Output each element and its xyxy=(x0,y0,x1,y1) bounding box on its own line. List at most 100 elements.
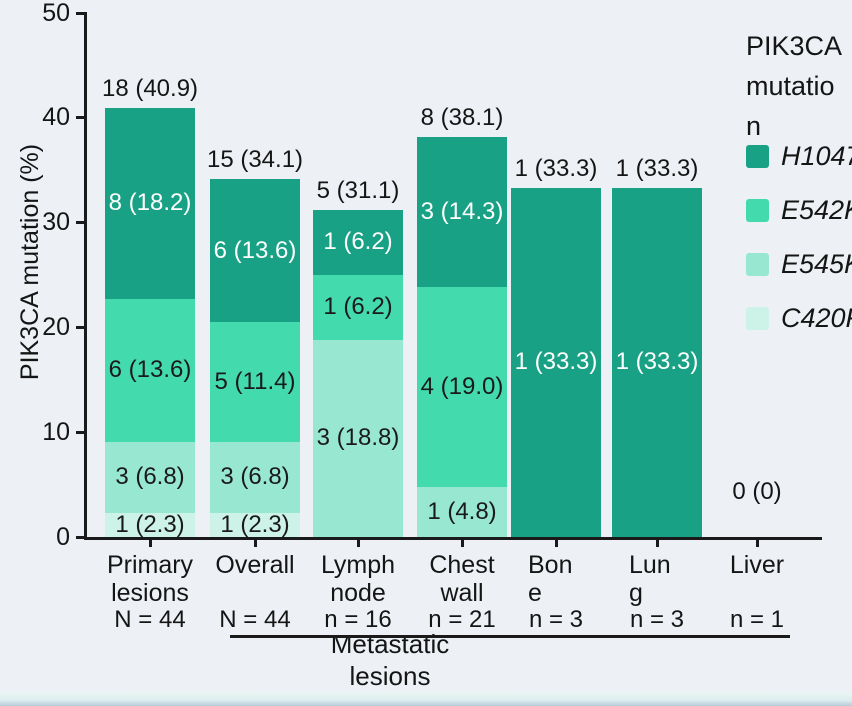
category-count: n = 1 xyxy=(729,606,785,633)
category-count: n = 3 xyxy=(629,606,685,633)
bar-segment: 8 (18.2) xyxy=(105,107,195,299)
legend-swatch xyxy=(746,307,769,330)
category-count: n = 21 xyxy=(428,606,496,633)
bar-total-label: 5 (31.1) xyxy=(316,176,400,204)
y-tick xyxy=(76,431,86,435)
x-tick xyxy=(357,540,360,547)
category-label-line: Liver xyxy=(729,551,785,579)
bar-total-label: 18 (40.9) xyxy=(101,74,199,102)
group-label-line: lesions xyxy=(349,661,431,691)
segment-label: 1 (33.3) xyxy=(514,348,598,376)
segment-label: 3 (6.8) xyxy=(115,463,185,491)
segment-label: 6 (13.6) xyxy=(213,236,297,264)
y-tick xyxy=(76,11,86,15)
y-tick-label: 10 xyxy=(42,418,70,447)
category-label-line: node xyxy=(330,579,386,607)
category-label-line: wall xyxy=(440,579,484,607)
bar-segment: 1 (2.3) xyxy=(105,510,195,538)
category-label: Chest wall xyxy=(392,551,532,607)
group-label-line: Metastatic xyxy=(330,629,450,659)
bar-segment: 5 (11.4) xyxy=(210,321,300,442)
bottom-strip xyxy=(0,692,852,706)
segment-label: 8 (18.2) xyxy=(108,189,192,217)
segment-label: 5 (11.4) xyxy=(214,367,296,395)
group-label: Metastatic lesions xyxy=(290,628,490,692)
y-tick-label: 0 xyxy=(56,523,70,551)
segment-label: 1 (6.2) xyxy=(323,228,393,256)
bar-segment: 1 (6.2) xyxy=(313,209,403,275)
y-axis-line xyxy=(84,12,87,540)
legend-label: H1047R xyxy=(781,141,852,171)
category-count: n = 16 xyxy=(324,606,392,633)
category-label: Lymph node xyxy=(288,551,428,607)
bar-segment: 3 (18.8) xyxy=(313,339,403,537)
segment-label: 4 (19.0) xyxy=(420,372,504,400)
category-label-line: Overall xyxy=(215,551,295,579)
segment-label: 1 (2.3) xyxy=(115,510,185,538)
category-label-line: Primary xyxy=(106,551,194,579)
bar-segment: 3 (14.3) xyxy=(417,137,507,288)
bar-segment: 1 (6.2) xyxy=(313,274,403,340)
y-tick xyxy=(76,221,86,225)
y-tick-label: 40 xyxy=(42,103,70,132)
bar-segment: 4 (19.0) xyxy=(417,287,507,487)
legend-label: E545K xyxy=(781,249,852,279)
category-label-line: Chest xyxy=(429,551,495,579)
legend-title: PIK3CA mutation xyxy=(746,31,841,141)
legend-swatch xyxy=(746,253,769,276)
segment-label: 1 (2.3) xyxy=(220,510,290,538)
bar-segment: 1 (4.8) xyxy=(417,486,507,537)
bar-total-label: 0 (0) xyxy=(732,478,782,505)
bar-segment: 3 (6.8) xyxy=(210,441,300,513)
category-count: N = 44 xyxy=(219,606,291,633)
category-label-line: g xyxy=(629,579,643,607)
group-bracket-line xyxy=(230,635,790,638)
bar-total-label: 8 (38.1) xyxy=(420,104,504,132)
x-tick xyxy=(254,540,257,547)
category-label: Primary lesions xyxy=(80,551,220,607)
category-label-line: e xyxy=(528,579,542,607)
category-count: N = 44 xyxy=(114,606,186,633)
category-label-line: Lymph xyxy=(320,551,396,579)
segment-label: 1 (6.2) xyxy=(323,293,393,321)
bar-total-label: 15 (34.1) xyxy=(206,146,304,174)
category-label-line: lesions xyxy=(111,579,189,607)
segment-label: 6 (13.6) xyxy=(108,356,192,384)
bar-segment: 6 (13.6) xyxy=(105,298,195,442)
category-label: Liver xyxy=(687,551,827,579)
segment-label: 3 (18.8) xyxy=(316,424,400,452)
x-tick xyxy=(461,540,464,547)
segment-label: 1 (4.8) xyxy=(427,497,497,525)
x-axis-line xyxy=(85,537,822,540)
segment-label: 3 (14.3) xyxy=(420,198,504,226)
category-label-line: Lun xyxy=(629,551,671,579)
bar-total-label: 1 (33.3) xyxy=(514,154,598,182)
bar-segment: 1 (33.3) xyxy=(612,187,702,537)
y-tick xyxy=(76,116,86,120)
category-label: Lun g xyxy=(629,551,759,607)
x-tick xyxy=(149,540,152,547)
bar-segment: 3 (6.8) xyxy=(105,441,195,513)
bar-segment: 1 (33.3) xyxy=(511,187,601,537)
bar-segment: 6 (13.6) xyxy=(210,179,300,322)
y-tick xyxy=(76,326,86,330)
x-tick xyxy=(656,540,659,547)
category-count: n = 3 xyxy=(528,606,584,633)
legend-swatch xyxy=(746,199,769,222)
bar-segment: 1 (2.3) xyxy=(210,510,300,538)
y-tick-label: 30 xyxy=(42,208,70,237)
category-label-line: Bon xyxy=(528,551,573,579)
y-tick-label: 50 xyxy=(42,0,70,27)
bar-total-label: 1 (33.3) xyxy=(615,154,699,182)
y-tick xyxy=(76,536,86,539)
category-label: Overall xyxy=(185,551,325,579)
legend-label: E542K xyxy=(781,195,852,225)
legend-label: C420R xyxy=(781,303,852,333)
y-tick-label: 20 xyxy=(42,313,70,342)
segment-label: 1 (33.3) xyxy=(615,348,699,376)
x-tick xyxy=(756,540,759,547)
legend-swatch xyxy=(746,145,769,168)
x-tick xyxy=(555,540,558,547)
segment-label: 3 (6.8) xyxy=(220,463,290,491)
